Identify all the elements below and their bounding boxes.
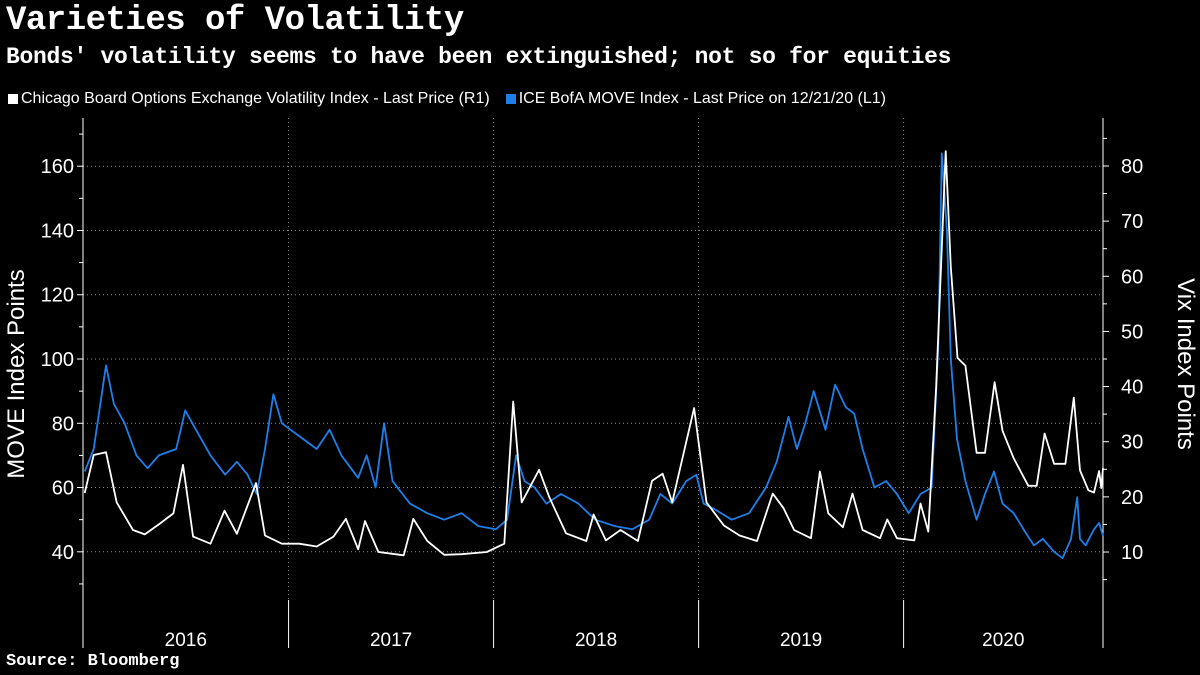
- y-right-tick-label: 60: [1121, 266, 1143, 288]
- x-tick-label: 2018: [575, 630, 617, 651]
- y-right-tick-label: 40: [1121, 377, 1143, 399]
- y-left-tick-label: 80: [52, 413, 74, 435]
- chart-source: Source: Bloomberg: [6, 652, 180, 671]
- y-left-tick-label: 100: [41, 349, 74, 371]
- y-left-tick-label: 40: [52, 542, 74, 564]
- legend-swatch-vix: [8, 94, 18, 104]
- legend-label-move: ICE BofA MOVE Index - Last Price on 12/2…: [518, 90, 886, 107]
- x-tick-label: 2020: [982, 630, 1024, 651]
- chart-title: Varieties of Volatility: [6, 2, 464, 40]
- y-right-tick-label: 30: [1121, 432, 1143, 454]
- legend-item-vix: Chicago Board Options Exchange Volatilit…: [8, 90, 490, 108]
- y-right-tick-label: 80: [1121, 156, 1143, 178]
- y-right-tick-label: 50: [1121, 321, 1143, 343]
- y-right-tick-label: 10: [1121, 542, 1143, 564]
- chart-subtitle: Bonds' volatility seems to have been ext…: [6, 44, 952, 70]
- legend-label-vix: Chicago Board Options Exchange Volatilit…: [21, 90, 490, 107]
- y-left-tick-label: 120: [41, 285, 74, 307]
- legend-item-move: ICE BofA MOVE Index - Last Price on 12/2…: [505, 90, 886, 108]
- y-left-tick-label: 160: [41, 156, 74, 178]
- y-right-axis-label: Vix Index Points: [1172, 278, 1199, 450]
- y-left-tick-label: 60: [52, 478, 74, 500]
- x-tick-label: 2016: [165, 630, 207, 651]
- move-series-line: [83, 152, 1104, 560]
- chart-legend: Chicago Board Options Exchange Volatilit…: [8, 90, 886, 108]
- legend-swatch-move: [505, 94, 516, 104]
- y-left-axis-label: MOVE Index Points: [3, 269, 30, 478]
- y-right-tick-label: 70: [1121, 211, 1143, 233]
- x-tick-label: 2019: [780, 630, 822, 651]
- vix-series-line: [83, 150, 1104, 557]
- y-left-tick-label: 140: [41, 220, 74, 242]
- x-tick-label: 2017: [370, 630, 412, 651]
- y-right-tick-label: 20: [1121, 487, 1143, 509]
